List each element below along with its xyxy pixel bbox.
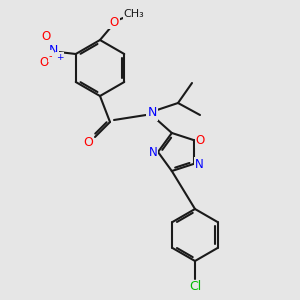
Text: O: O	[83, 136, 93, 148]
Text: O: O	[110, 16, 118, 28]
Text: O: O	[41, 29, 50, 43]
Text: N: N	[49, 44, 58, 56]
Text: O: O	[39, 56, 48, 68]
Text: +: +	[56, 52, 64, 62]
Text: -: -	[49, 51, 52, 61]
Text: CH₃: CH₃	[124, 9, 144, 19]
Text: Cl: Cl	[189, 280, 201, 293]
Text: N: N	[148, 146, 158, 160]
Text: N: N	[147, 106, 157, 119]
Text: N: N	[195, 158, 204, 171]
Text: O: O	[196, 134, 205, 147]
